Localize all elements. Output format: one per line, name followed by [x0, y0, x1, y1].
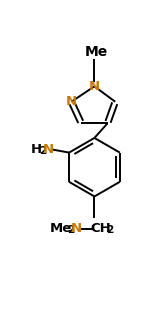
- Text: N: N: [66, 95, 77, 108]
- Text: Me: Me: [49, 222, 72, 235]
- Text: CH: CH: [90, 222, 111, 235]
- Text: 2: 2: [67, 225, 74, 235]
- Text: 2: 2: [106, 225, 113, 235]
- Text: N: N: [70, 222, 81, 235]
- Text: 2: 2: [39, 146, 47, 156]
- Text: H: H: [31, 143, 42, 156]
- Text: N: N: [43, 143, 54, 156]
- Text: N: N: [89, 80, 100, 93]
- Text: Me: Me: [84, 45, 108, 59]
